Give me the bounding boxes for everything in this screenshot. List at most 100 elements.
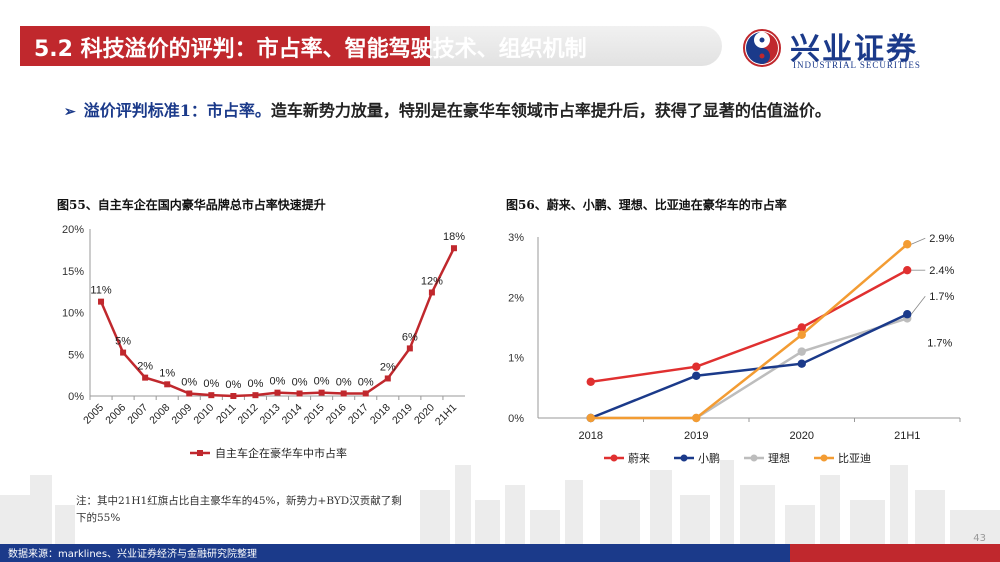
x-tick-label: 21H1 (433, 402, 459, 428)
x-tick-label: 2007 (125, 402, 150, 427)
legend-label-xpeng: 小鹏 (698, 452, 720, 465)
data-point (230, 393, 237, 399)
end-label-byd: 2.9% (929, 233, 954, 245)
legend-marker-byd (820, 454, 828, 462)
footer-bar (0, 544, 1000, 562)
data-point (318, 389, 325, 396)
data-label: 12% (421, 275, 443, 287)
data-point (98, 298, 105, 305)
y-tick-label: 2% (508, 292, 524, 304)
logo-chinese-text: 兴业证券 (790, 32, 918, 67)
x-tick-label: 2019 (684, 430, 708, 442)
footer-red-accent (790, 544, 1000, 562)
data-point (362, 390, 369, 397)
x-tick-label: 2020 (412, 402, 437, 427)
data-label: 18% (443, 231, 465, 243)
data-label: 0% (203, 378, 219, 390)
chart-note: 注：其中21H1红旗占比自主豪华车的45%，新势力+BYD汉贡献了剩下的55% (76, 495, 402, 524)
intro-text: 造车新势力放量，特别是在豪华车领域市占率提升后，获得了显著的估值溢价。 (270, 101, 831, 120)
y-tick-label: 3% (508, 232, 524, 244)
y-tick-label: 0% (508, 413, 524, 425)
data-point-xpeng (692, 371, 701, 380)
legend-label-li: 理想 (768, 451, 790, 465)
series-line-li (590, 317, 908, 420)
series-line-nio (590, 269, 908, 384)
data-point (406, 345, 413, 352)
legend-label-byd: 比亚迪 (838, 452, 871, 465)
city-skyline-background (0, 460, 1000, 545)
intro-label: 溢价评判标准1：市占率。 (83, 101, 271, 120)
data-label: 2% (137, 361, 153, 373)
x-tick-label: 21H1 (894, 430, 920, 442)
data-point (428, 289, 435, 296)
data-label: 2% (380, 361, 396, 373)
series-line-byd (590, 243, 909, 420)
data-point-byd (692, 413, 701, 423)
series-line-xpeng (590, 313, 908, 420)
data-point (274, 389, 281, 396)
chart-new-energy-luxury-share: 0% 1% 2% 3% 2018 2019 2020 21H1 2.4% 1.7% 1.7% 2.9%… (508, 232, 961, 465)
data-point-xpeng (797, 359, 806, 368)
x-tick-label: 2018 (368, 402, 393, 427)
data-point-nio (586, 377, 595, 386)
title-main: 科技溢价的评判：市占率、智能驾驶技术、组织机制 (80, 37, 587, 62)
data-point (450, 245, 457, 252)
x-tick-label: 2008 (147, 402, 172, 427)
data-label: 5% (115, 336, 131, 348)
data-point-nio (797, 323, 806, 332)
data-label: 0% (247, 378, 263, 390)
figure-56-title: 图56、蔚来、小鹏、理想、比亚迪在豪华车的市占率 (506, 198, 787, 212)
x-tick-label: 2018 (579, 430, 603, 442)
y-tick-label: 1% (508, 353, 524, 365)
page-number: 43 (973, 533, 986, 544)
legend-marker-li (750, 454, 758, 462)
data-point (296, 390, 303, 397)
end-label-li: 1.7% (927, 337, 952, 349)
intro-paragraph: ➢ 溢价评判标准1：市占率。造车新势力放量，特别是在豪华车领域市占率提升后，获得了… (64, 97, 904, 126)
logo-english-text: INDUSTRIAL SECURITIES (793, 60, 921, 70)
data-point-li (797, 347, 806, 356)
data-point (340, 390, 347, 397)
legend-label-domestic: 自主车企在豪华车中市占率 (215, 446, 347, 460)
title-prefix: 5.2 (34, 37, 81, 62)
data-point-xpeng (903, 310, 912, 319)
bullet-arrow-icon: ➢ (64, 104, 76, 120)
x-tick-label: 2019 (390, 402, 415, 427)
figure-55-title: 图55、自主车企在国内豪华品牌总市占率快速提升 (57, 198, 326, 212)
data-point-byd (903, 240, 912, 249)
data-source: 数据来源：marklines、兴业证券经济与金融研究院整理 (8, 549, 258, 560)
data-label: 0% (225, 379, 241, 391)
x-tick-label: 2006 (103, 402, 128, 427)
legend-marker-xpeng (680, 454, 688, 462)
x-tick-label: 2015 (302, 402, 327, 427)
data-point (208, 392, 215, 399)
data-point (142, 374, 149, 381)
y-tick-label: 5% (68, 349, 84, 361)
x-tick-label: 2017 (346, 402, 371, 427)
x-tick-label: 2012 (236, 402, 261, 427)
x-tick-label: 2009 (169, 402, 194, 427)
x-tick-label: 2010 (191, 402, 216, 427)
y-tick-label: 15% (62, 266, 84, 278)
data-point-nio (692, 362, 701, 371)
end-label-nio: 2.4% (929, 265, 954, 277)
x-tick-label: 2014 (280, 402, 305, 427)
x-tick-label: 2005 (81, 402, 106, 427)
industrial-securities-logo-icon (743, 29, 781, 67)
y-tick-label: 0% (68, 391, 84, 403)
end-label-xpeng: 1.7% (929, 291, 954, 303)
chart-domestic-luxury-share: 0%5%10%15%20%200520062007200820092010201… (62, 224, 465, 460)
data-point-byd (586, 413, 595, 423)
data-label: 11% (90, 285, 111, 297)
data-point (164, 381, 171, 388)
legend-marker-domestic (197, 450, 203, 456)
data-label: 0% (336, 376, 352, 388)
title-bar-red (20, 26, 450, 66)
x-tick-label: 2016 (324, 402, 349, 427)
data-point (384, 375, 391, 382)
legend-marker-nio (610, 454, 618, 462)
data-point (120, 349, 127, 356)
data-point (186, 390, 193, 397)
y-tick-label: 10% (62, 308, 84, 320)
x-tick-label: 2011 (214, 402, 239, 427)
